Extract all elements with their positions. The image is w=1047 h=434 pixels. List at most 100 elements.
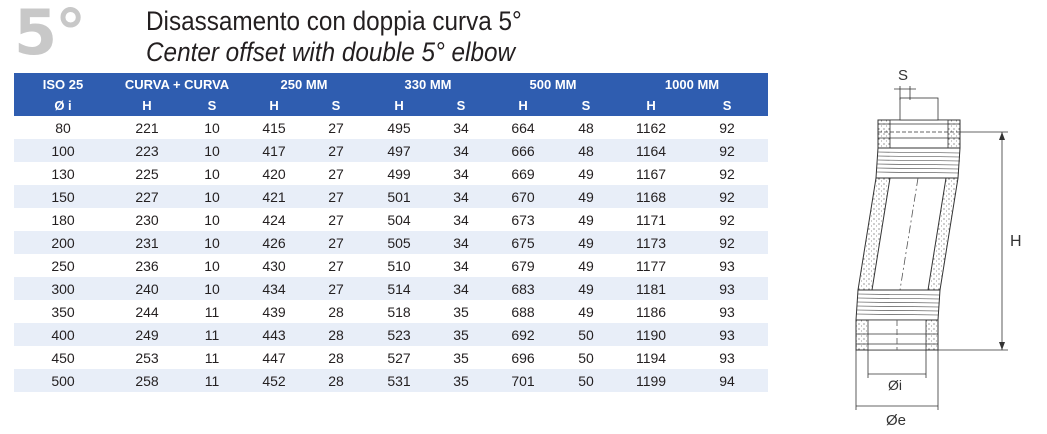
header-curva-curva: CURVA + CURVA <box>112 73 243 95</box>
table-cell: 424 <box>262 211 286 228</box>
table-cell: 421 <box>242 185 307 208</box>
table-row: 450 253 11 447 28 527 35 696 50 1194 93 <box>14 346 768 369</box>
table-cell: 34 <box>432 185 491 208</box>
table-cell: 50 <box>578 349 594 366</box>
table-cell: 48 <box>578 119 594 136</box>
table-row: 180 230 10 424 27 504 34 673 49 1171 92 <box>14 208 768 231</box>
table-cell: 27 <box>306 185 367 208</box>
table-cell: 93 <box>686 277 769 300</box>
table-cell: 434 <box>242 277 307 300</box>
label-inner-diameter: Øi <box>888 377 902 393</box>
table-cell: 34 <box>453 257 469 274</box>
subheader-s: S <box>182 95 243 116</box>
table-cell: 35 <box>432 369 491 392</box>
table-cell: 669 <box>511 165 535 182</box>
table-cell: 49 <box>556 277 617 300</box>
table-cell: 679 <box>511 257 535 274</box>
table-row: 100 223 10 417 27 497 34 666 48 1164 92 <box>14 139 769 162</box>
table-cell: 93 <box>719 257 735 274</box>
table-cell: 688 <box>511 303 535 320</box>
upper-coupling-band <box>875 147 961 179</box>
table-cell: 230 <box>135 211 159 228</box>
table-cell: 417 <box>242 139 307 162</box>
table-body: 80 221 10 415 27 495 34 664 48 1162 92 100 223 10 417 2… <box>14 116 769 392</box>
table-cell: 11 <box>182 369 243 392</box>
table-cell: 670 <box>490 185 557 208</box>
header-1000mm: 1000 MM <box>616 73 769 95</box>
table-row: 400 249 11 443 28 523 35 692 50 1190 93 <box>14 323 769 346</box>
subheader-s: S <box>556 95 617 116</box>
table-cell: 150 <box>14 185 112 208</box>
table-cell: 505 <box>366 231 433 254</box>
table-cell: 35 <box>432 323 491 346</box>
table-cell: 1194 <box>635 349 667 366</box>
table-cell: 692 <box>490 323 557 346</box>
table-cell: 514 <box>366 277 433 300</box>
table-sub-header-row: Ø i H S H S H S H S H S <box>14 95 769 116</box>
table-cell: 253 <box>135 349 159 366</box>
subheader-h: H <box>112 95 182 116</box>
table-cell: 675 <box>490 231 557 254</box>
table-cell: 27 <box>328 119 344 136</box>
table-cell: 93 <box>686 323 769 346</box>
table-cell: 28 <box>306 369 367 392</box>
table-cell: 10 <box>204 257 220 274</box>
table-cell: 447 <box>262 349 286 366</box>
lower-coupling-band <box>855 289 941 321</box>
table-cell: 92 <box>686 231 769 254</box>
table-cell: 1164 <box>616 139 687 162</box>
table-cell: 244 <box>135 303 159 320</box>
table-cell: 27 <box>328 257 344 274</box>
table-cell: 501 <box>366 185 433 208</box>
table-cell: 28 <box>328 349 344 366</box>
table-cell: 34 <box>432 277 491 300</box>
table-cell: 258 <box>112 369 182 392</box>
table-cell: 34 <box>453 211 469 228</box>
page-title-english: Center offset with double 5° elbow <box>146 37 516 67</box>
header-250mm: 250 MM <box>242 73 367 95</box>
table-cell: 430 <box>262 257 286 274</box>
table-cell: 666 <box>490 139 557 162</box>
table-cell: 1173 <box>616 231 687 254</box>
header-500mm: 500 MM <box>490 73 617 95</box>
label-h: H <box>1010 233 1022 250</box>
table-cell: 80 <box>55 119 71 136</box>
offset-s-dimension <box>894 86 916 100</box>
table-cell: 452 <box>242 369 307 392</box>
table-cell: 523 <box>366 323 433 346</box>
table-cell: 420 <box>262 165 286 182</box>
table-cell: 50 <box>556 369 617 392</box>
table-cell: 34 <box>453 165 469 182</box>
top-inner-rim <box>899 97 939 121</box>
table-cell: 49 <box>556 185 617 208</box>
table-cell: 531 <box>366 369 433 392</box>
table-cell: 1186 <box>635 303 667 320</box>
table-cell: 35 <box>453 349 469 366</box>
table-cell: 10 <box>182 231 243 254</box>
table-row: 150 227 10 421 27 501 34 670 49 1168 92 <box>14 185 769 208</box>
table-cell: 49 <box>556 231 617 254</box>
table-cell: 48 <box>556 139 617 162</box>
tilted-pipe-body <box>857 177 959 291</box>
table-cell: 49 <box>578 211 594 228</box>
table-cell: 92 <box>686 185 769 208</box>
table-cell: 93 <box>719 349 735 366</box>
table-cell: 93 <box>719 303 735 320</box>
table-cell: 221 <box>135 119 159 136</box>
table-cell: 10 <box>182 139 243 162</box>
table-cell: 35 <box>453 303 469 320</box>
subheader-h: H <box>366 95 433 116</box>
table-cell: 27 <box>306 231 367 254</box>
table-cell: 180 <box>51 211 75 228</box>
label-outer-diameter: Øe <box>886 412 906 429</box>
table-cell: 1162 <box>635 119 667 136</box>
table-row: 500 258 11 452 28 531 35 701 50 1199 94 <box>14 369 769 392</box>
table-cell: 527 <box>387 349 411 366</box>
height-h-dimension <box>938 131 1008 351</box>
table-cell: 1190 <box>616 323 687 346</box>
table-cell: 49 <box>578 165 594 182</box>
table-cell: 236 <box>135 257 159 274</box>
outer-diameter-dimension <box>855 350 939 410</box>
table-cell: 249 <box>112 323 182 346</box>
table-row: 80 221 10 415 27 495 34 664 48 1162 92 <box>14 116 768 139</box>
